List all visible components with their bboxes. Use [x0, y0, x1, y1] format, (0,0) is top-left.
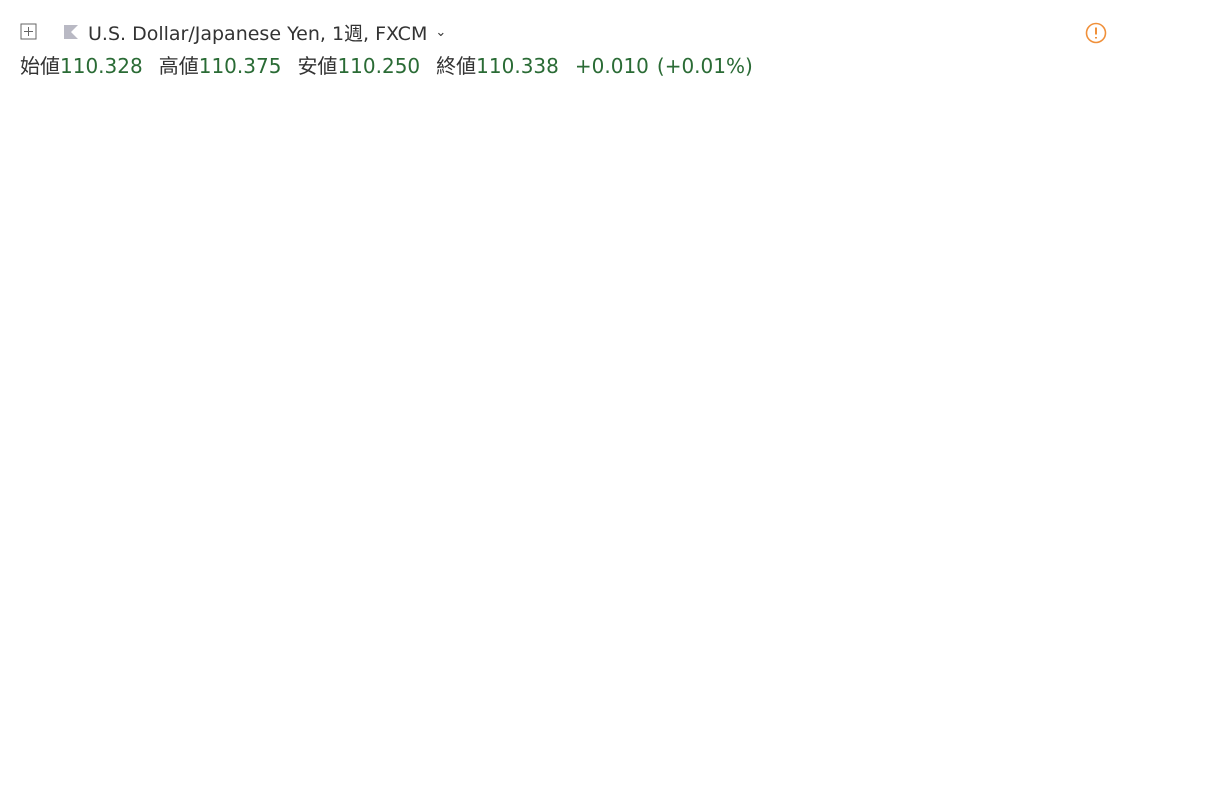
ohlc-label: 安値 [297, 54, 338, 78]
ohlc-value: 110.250 [337, 54, 421, 78]
change: +0.010 [574, 54, 649, 78]
change-pct: (+0.01%) [656, 54, 753, 78]
expand-icon[interactable] [20, 23, 38, 41]
alert-icon[interactable] [1085, 22, 1107, 44]
flag-icon[interactable] [46, 23, 80, 41]
dropdown-arrow[interactable]: ⌄ [435, 24, 447, 40]
ohlc-value: 110.375 [198, 54, 282, 78]
ohlc-row: 始値110.328 高値110.375 安値110.250 終値110.338 +0.0… [20, 50, 761, 79]
ohlc-value: 110.328 [60, 54, 143, 78]
ohlc-label: 始値 [20, 54, 60, 78]
ohlc-label: 高値 [158, 54, 199, 78]
header: U.S. Dollar/Japanese Yen, 1週, FXCM ⌄ 始値11… [20, 16, 761, 79]
symbol-title[interactable]: U.S. Dollar/Japanese Yen, 1週, FXCM [88, 22, 428, 45]
ohlc-value: 110.338 [476, 54, 559, 78]
title-row: U.S. Dollar/Japanese Yen, 1週, FXCM ⌄ [20, 16, 761, 48]
ohlc-label: 終値 [436, 54, 477, 78]
